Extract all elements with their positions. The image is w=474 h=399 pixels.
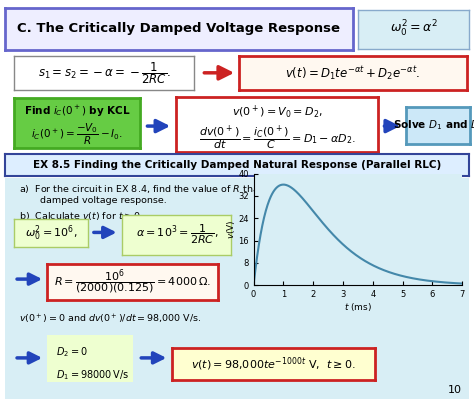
- Text: $D_1 = 98000\,$V/s: $D_1 = 98000\,$V/s: [56, 368, 129, 382]
- Text: $i_C(0^+) = \dfrac{-V_0}{R} - I_0.$: $i_C(0^+) = \dfrac{-V_0}{R} - I_0.$: [31, 122, 123, 147]
- Text: $\omega_0^2 = \alpha^2$: $\omega_0^2 = \alpha^2$: [390, 19, 438, 40]
- Text: EX 8.5 Finding the Critically Damped Natural Response (Parallel RLC): EX 8.5 Finding the Critically Damped Nat…: [33, 160, 441, 170]
- Text: $v(t) = D_1 t e^{-\alpha t} + D_2 e^{-\alpha t}.$: $v(t) = D_1 t e^{-\alpha t} + D_2 e^{-\a…: [285, 64, 421, 82]
- Text: $v(0^+) = V_0 = D_2,$: $v(0^+) = V_0 = D_2,$: [232, 103, 322, 120]
- Text: $\alpha = 10^3 = \dfrac{1}{2RC},$: $\alpha = 10^3 = \dfrac{1}{2RC},$: [136, 223, 218, 246]
- Text: 10: 10: [448, 385, 462, 395]
- Text: $\dfrac{dv(0^+)}{dt} = \dfrac{i_C(0^+)}{C} = D_1 - \alpha D_2.$: $\dfrac{dv(0^+)}{dt} = \dfrac{i_C(0^+)}{…: [199, 123, 356, 152]
- Text: damped voltage response.: damped voltage response.: [39, 196, 166, 205]
- Y-axis label: $v$(V): $v$(V): [225, 219, 237, 239]
- Text: b)  Calculate $v(t )$ for $t \geq 0$.: b) Calculate $v(t )$ for $t \geq 0$.: [18, 209, 143, 222]
- Text: Find $i_C(0^+)$ by KCL: Find $i_C(0^+)$ by KCL: [24, 104, 130, 119]
- Text: Solve $D_1$ and $D_2$: Solve $D_1$ and $D_2$: [392, 119, 474, 132]
- Text: $v(0^+) = 0$ and $dv(0^+)/dt = 98{,}000$ V/s.: $v(0^+) = 0$ and $dv(0^+)/dt = 98{,}000$…: [18, 313, 201, 326]
- Text: $s_1 = s_2 = -\alpha = -\dfrac{1}{2RC}.$: $s_1 = s_2 = -\alpha = -\dfrac{1}{2RC}.$: [38, 60, 171, 86]
- Text: a)  For the circuit in EX 8.4, find the value of $R$ that results in a criticall: a) For the circuit in EX 8.4, find the v…: [18, 183, 362, 196]
- Text: $v(t) = 98{,}000te^{-1000t}$ V,  $t \geq 0.$: $v(t) = 98{,}000te^{-1000t}$ V, $t \geq …: [191, 355, 356, 373]
- Text: C. The Critically Damped Voltage Response: C. The Critically Damped Voltage Respons…: [18, 22, 340, 36]
- Text: $D_2 = 0$: $D_2 = 0$: [56, 346, 88, 359]
- X-axis label: $t$ (ms): $t$ (ms): [344, 300, 372, 312]
- Text: $R = \dfrac{10^6}{(2000)(0.125)} = 4000\,\Omega.$: $R = \dfrac{10^6}{(2000)(0.125)} = 4000\…: [54, 268, 211, 296]
- Text: $\omega_0^2 = 10^6,$: $\omega_0^2 = 10^6,$: [25, 223, 77, 243]
